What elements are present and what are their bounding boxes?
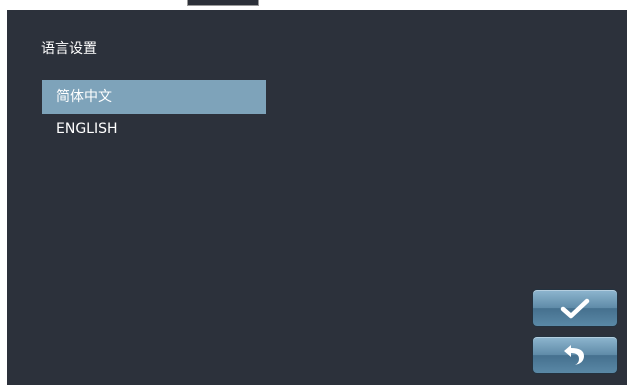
checkmark-icon <box>560 298 590 319</box>
language-option-english[interactable]: ENGLISH <box>56 121 118 137</box>
top-tab-indicator <box>187 0 259 6</box>
page-title: 语言设置 <box>41 41 97 57</box>
language-list: 简体中文 ENGLISH <box>42 80 266 144</box>
language-settings-screen: 语言设置 简体中文 ENGLISH <box>7 10 627 385</box>
return-arrow-icon <box>564 345 584 365</box>
top-bezel <box>0 0 634 10</box>
confirm-button[interactable] <box>533 290 617 326</box>
language-option-chinese[interactable]: 简体中文 <box>42 80 266 114</box>
back-button[interactable] <box>533 337 617 373</box>
